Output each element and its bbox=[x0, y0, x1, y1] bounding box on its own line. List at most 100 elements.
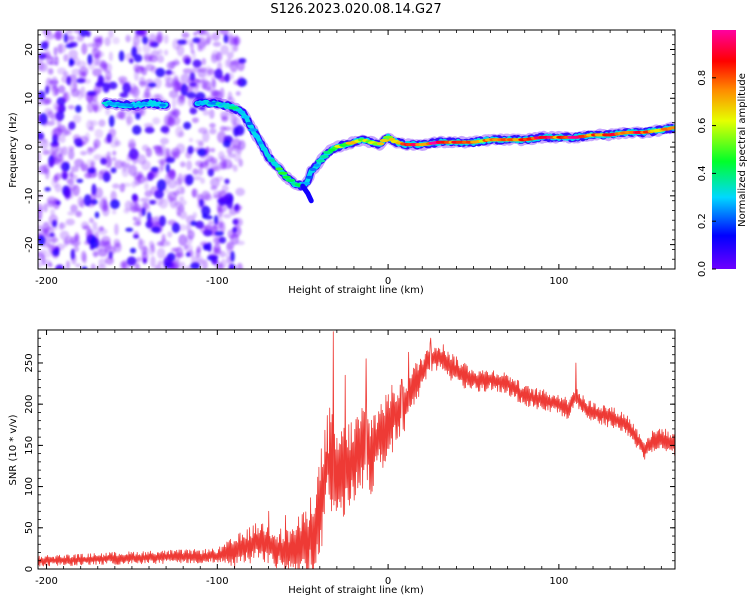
spectrogram-x-tick-label: -200 bbox=[35, 276, 58, 287]
spectrogram-noise-blob bbox=[88, 126, 95, 132]
spectrogram-noise-blob bbox=[187, 249, 194, 258]
spectrogram-noise-blob bbox=[92, 221, 98, 230]
spectrogram-noise-blob bbox=[236, 262, 243, 269]
spectrogram-noise-blob bbox=[79, 30, 88, 37]
spectrogram-noise-blob bbox=[191, 117, 199, 124]
spectrogram-noise-blob bbox=[74, 232, 79, 240]
spectrogram-noise-blob bbox=[214, 231, 224, 236]
spectrogram-noise-blob bbox=[105, 107, 111, 116]
spectrogram-noise-blob bbox=[198, 168, 204, 176]
spectrogram-noise-blob bbox=[210, 177, 220, 188]
spectrogram-noise-blob bbox=[77, 196, 84, 208]
spectrogram-noise-blob bbox=[46, 196, 57, 205]
spectrogram-noise-blob bbox=[227, 152, 236, 159]
colorbar: 0.0 0.2 0.4 0.6 0.8 Normalized spectral ampl… bbox=[697, 30, 748, 277]
spectrogram-noise-blob bbox=[233, 151, 241, 162]
spectrogram-noise-blob bbox=[177, 199, 187, 206]
spectrogram-noise-blob bbox=[86, 43, 96, 48]
spectrogram-noise-blob bbox=[212, 41, 222, 47]
spectrogram-noise-blob bbox=[162, 187, 170, 194]
spectrogram-noise-blob bbox=[59, 135, 66, 143]
spectrogram-noise-blob bbox=[219, 250, 226, 258]
spectrogram-noise-blob bbox=[51, 128, 61, 139]
spectrogram-noise-blob bbox=[152, 117, 161, 125]
spectrogram-noise-blob bbox=[214, 68, 223, 79]
spectrogram-noise-blob bbox=[121, 182, 132, 187]
spectrogram-noise-blob bbox=[118, 76, 128, 83]
spectrogram-noise-blob bbox=[202, 30, 208, 35]
spectrogram-noise-blob bbox=[71, 68, 82, 76]
spectrogram-noise-blob bbox=[147, 82, 157, 88]
spectrogram-noise-blob bbox=[187, 95, 194, 108]
spectrogram-noise-blob bbox=[73, 245, 80, 253]
figure-title: S126.2023.020.08.14.G27 bbox=[270, 2, 441, 17]
spectrogram-noise-blob bbox=[92, 68, 102, 77]
spectrogram-noise-blob bbox=[101, 196, 108, 202]
spectrogram-noise-blob bbox=[211, 32, 220, 41]
spectrogram-noise-blob bbox=[67, 183, 77, 191]
spectrogram-noise-blob bbox=[85, 132, 90, 142]
spectrogram-noise-blob bbox=[157, 55, 165, 63]
spectrogram-noise-blob bbox=[216, 203, 222, 213]
spectrogram-noise-blob bbox=[56, 116, 62, 127]
spectrogram-noise-blob bbox=[102, 204, 110, 217]
spectrogram-noise-blob bbox=[135, 112, 141, 120]
spectrogram-noise-blob bbox=[220, 158, 227, 170]
spectrogram-noise-blob bbox=[180, 187, 185, 195]
spectrogram-noise-blob bbox=[70, 165, 80, 173]
spectrogram-noise-blob bbox=[144, 190, 153, 198]
spectrogram-noise-blob bbox=[52, 249, 60, 257]
spectrogram-noise-blob bbox=[53, 31, 62, 41]
spectrogram-noise-blob bbox=[76, 36, 84, 43]
spectrogram-side-lobe bbox=[300, 183, 314, 204]
spectrogram-noise-blob bbox=[141, 160, 151, 171]
spectrogram-noise-blob bbox=[47, 68, 54, 75]
spectrogram-noise-blob bbox=[118, 50, 125, 62]
spectrogram-ridge-segment bbox=[272, 163, 279, 167]
spectrogram-noise-blob bbox=[200, 177, 206, 184]
spectrogram-noise-blob bbox=[90, 263, 96, 269]
spectrogram-noise-blob bbox=[38, 214, 42, 223]
spectrogram-noise-blob bbox=[38, 56, 45, 64]
spectrogram-noise-blob bbox=[189, 72, 196, 82]
spectrogram-noise-blob bbox=[182, 55, 192, 65]
spectrogram-noise-blob bbox=[74, 158, 84, 168]
spectrogram-noise-blob bbox=[50, 208, 56, 216]
spectrogram-noise-blob bbox=[38, 61, 45, 71]
spectrogram-noise-blob bbox=[61, 146, 68, 156]
spectrogram-noise-blob bbox=[154, 196, 164, 206]
spectrogram-noise-blob bbox=[196, 255, 204, 262]
spectrogram-noise-blob bbox=[172, 247, 179, 253]
spectrogram-noise-blob bbox=[216, 131, 227, 144]
spectrogram-noise-blob bbox=[110, 246, 116, 255]
snr-x-tick-label: 100 bbox=[549, 576, 568, 587]
spectrogram-noise-blob bbox=[58, 44, 63, 55]
spectrogram-noise-blob bbox=[53, 46, 58, 57]
spectrogram-noise-blob bbox=[220, 76, 226, 83]
spectrogram-noise-blob bbox=[76, 178, 84, 183]
spectrogram-noise-blob bbox=[167, 219, 177, 226]
spectrogram-noise-blob bbox=[142, 42, 151, 54]
spectrogram-noise-blob bbox=[42, 149, 51, 155]
spectrogram-noise-blob bbox=[94, 128, 104, 139]
spectrogram-noise-blob bbox=[190, 220, 197, 226]
spectrogram-noise-blob bbox=[43, 97, 52, 105]
spectrogram-noise-blob bbox=[108, 115, 115, 128]
spectrogram-noise-blob bbox=[178, 195, 185, 201]
spectrogram-noise-blob bbox=[171, 97, 177, 110]
spectrogram-noise-blob bbox=[170, 261, 179, 269]
spectrogram-noise-blob bbox=[190, 255, 198, 265]
spectrogram-noise-blob bbox=[54, 172, 62, 181]
spectrogram-noise-blob bbox=[202, 130, 210, 143]
spectrogram-noise-blob bbox=[87, 167, 96, 174]
spectrogram-noise-blob bbox=[226, 145, 233, 155]
spectrogram-noise-blob bbox=[65, 218, 75, 226]
spectrogram-noise-blob bbox=[223, 126, 232, 131]
spectrogram-noise-blob bbox=[80, 164, 90, 172]
spectrogram-noise-blob bbox=[98, 119, 106, 127]
spectrogram-noise-blob bbox=[81, 221, 89, 230]
spectrogram-noise-blob bbox=[226, 256, 232, 264]
snr-frame bbox=[37, 329, 676, 570]
spectrogram-noise-blob bbox=[54, 184, 63, 193]
snr-axes: -200 -100 0 100 0 50 100 150 200 250 bbox=[24, 329, 675, 587]
